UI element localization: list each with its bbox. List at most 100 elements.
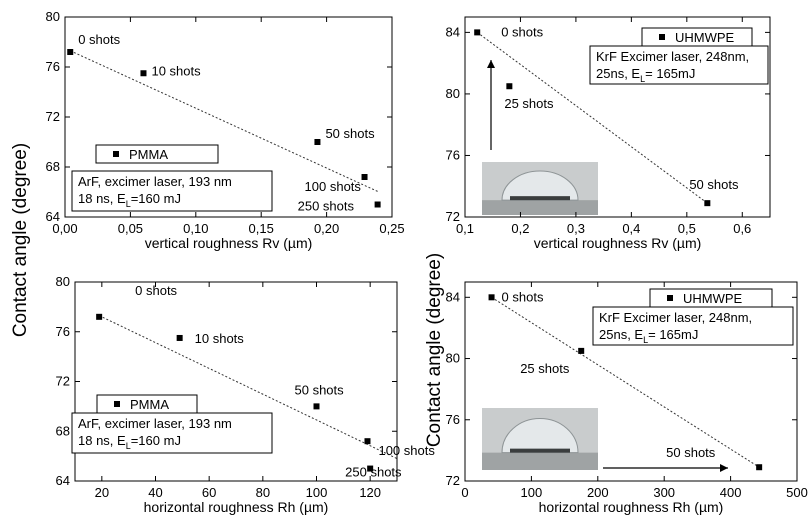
legend-box [95, 144, 219, 164]
x-tick-label: 200 [587, 485, 609, 500]
info-line-2-main: 18 ns, E [78, 191, 126, 206]
panel-top-right: 0,1 0,2 0,3 0,4 0,5 0,6 72 76 80 84 vertical rough… [446, 16, 771, 251]
arrow-head-icon [720, 464, 728, 472]
y-tick-label: 64 [46, 209, 60, 224]
panel-bottom-right: 0 100 200 300 400 500 72 76 80 84 horizontal rough… [446, 281, 808, 515]
point-label: 0 shots [501, 24, 543, 39]
data-point [578, 347, 585, 354]
x-tick-label: 0,20 [314, 221, 339, 236]
data-point [474, 29, 481, 36]
info-line-1: ArF, excimer laser, 193 nm [78, 174, 232, 189]
y-tick-label: 72 [46, 109, 60, 124]
legend-label: UHMWPE [683, 291, 743, 306]
info-line-2: 25ns, EL= 165mJ [596, 66, 695, 84]
y-tick-label: 72 [446, 473, 460, 488]
point-label: 50 shots [325, 126, 375, 141]
legend-marker [113, 151, 119, 157]
x-tick-label: 100 [521, 485, 543, 500]
arrow-head-icon [487, 60, 495, 68]
legend-label: PMMA [130, 397, 169, 412]
water-droplet [501, 170, 579, 201]
data-point [374, 201, 381, 208]
info-line-2-rest: =160 mJ [131, 433, 181, 448]
data-point [506, 83, 513, 90]
info-line-2: 25ns, EL= 165mJ [599, 327, 698, 345]
photo-surface [482, 200, 598, 215]
x-tick-label: 0,6 [733, 221, 751, 236]
x-axis-label: horizontal roughness Rh (µm) [539, 499, 724, 515]
info-box [71, 412, 273, 454]
y-axis-title-top: Contact angle (degree) [424, 253, 445, 447]
point-label: 25 shots [504, 96, 554, 111]
droplet-shadow [510, 448, 570, 453]
panel-top-left: 0,00 0,05 0,10 0,15 0,20 0,25 64 68 72 76 80 vertic… [46, 9, 405, 251]
y-tick-label: 68 [56, 423, 70, 438]
data-point [367, 465, 374, 472]
fit-line [70, 50, 380, 193]
x-tick-label: 40 [148, 485, 162, 500]
y-tick-label: 64 [56, 473, 70, 488]
x-axis-label: horizontal roughness Rh (µm) [144, 499, 329, 515]
legend-marker [667, 295, 673, 301]
y-tick-label: 76 [446, 412, 460, 427]
x-tick-label: 80 [256, 485, 270, 500]
x-tick-label: 0,05 [118, 221, 143, 236]
x-tick-label: 0,3 [567, 221, 585, 236]
y-tick-label: 76 [56, 324, 70, 339]
point-label: 100 shots [378, 443, 435, 458]
info-box [589, 45, 769, 85]
x-tick-label: 20 [95, 485, 109, 500]
photo-surface [482, 452, 598, 470]
plot-frame [464, 281, 798, 482]
point-label: 100 shots [305, 179, 362, 194]
y-tick-label: 80 [56, 274, 70, 289]
x-tick-label: 0 [461, 485, 468, 500]
data-point [361, 174, 368, 180]
x-axis-label: vertical roughness Rv (µm) [145, 235, 313, 251]
legend-marker [114, 401, 120, 407]
x-tick-label: 120 [359, 485, 381, 500]
data-point [313, 403, 320, 410]
info-line-2-rest: =160 mJ [131, 191, 181, 206]
x-axis-label: vertical roughness Rv (µm) [534, 235, 702, 251]
point-label: 0 shots [135, 283, 177, 298]
data-point [67, 49, 74, 55]
x-tick-label: 0,2 [511, 221, 529, 236]
info-line-2-main: 25ns, E [599, 327, 643, 342]
legend-label: PMMA [129, 147, 168, 162]
x-tick-label: 60 [202, 485, 216, 500]
data-point [364, 438, 371, 445]
point-label: 10 shots [195, 331, 245, 346]
info-line-1: KrF Excimer laser, 248nm, [596, 49, 749, 64]
plot-frame [464, 16, 771, 218]
y-tick-label: 72 [56, 374, 70, 389]
info-box [592, 306, 794, 346]
point-label: 0 shots [78, 32, 120, 47]
point-label: 0 shots [502, 289, 544, 304]
x-tick-label: 300 [653, 485, 675, 500]
data-point [140, 70, 147, 77]
point-label: 50 shots [666, 445, 716, 460]
x-tick-label: 0,00 [52, 221, 77, 236]
legend-label: UHMWPE [675, 30, 735, 45]
x-tick-label: 400 [720, 485, 742, 500]
x-tick-label: 0,25 [379, 221, 404, 236]
data-point [176, 334, 183, 341]
data-point [704, 200, 711, 207]
legend-marker [659, 34, 665, 40]
droplet-photo [482, 162, 598, 215]
x-tick-label: 0,15 [249, 221, 274, 236]
info-line-2-main: 25ns, E [596, 66, 640, 81]
fit-line [491, 296, 760, 468]
data-point [96, 313, 103, 320]
info-line-2: 18 ns, EL=160 mJ [78, 191, 181, 209]
point-label: 25 shots [520, 361, 570, 376]
info-line-2-rest: = 165mJ [645, 66, 695, 81]
y-tick-label: 72 [446, 209, 460, 224]
point-label: 250 shots [298, 199, 355, 214]
info-line-1: ArF, excimer laser, 193 nm [78, 416, 232, 431]
y-tick-label: 76 [446, 147, 460, 162]
info-line-2-rest: = 165mJ [648, 327, 698, 342]
info-subscript: L [126, 199, 131, 209]
